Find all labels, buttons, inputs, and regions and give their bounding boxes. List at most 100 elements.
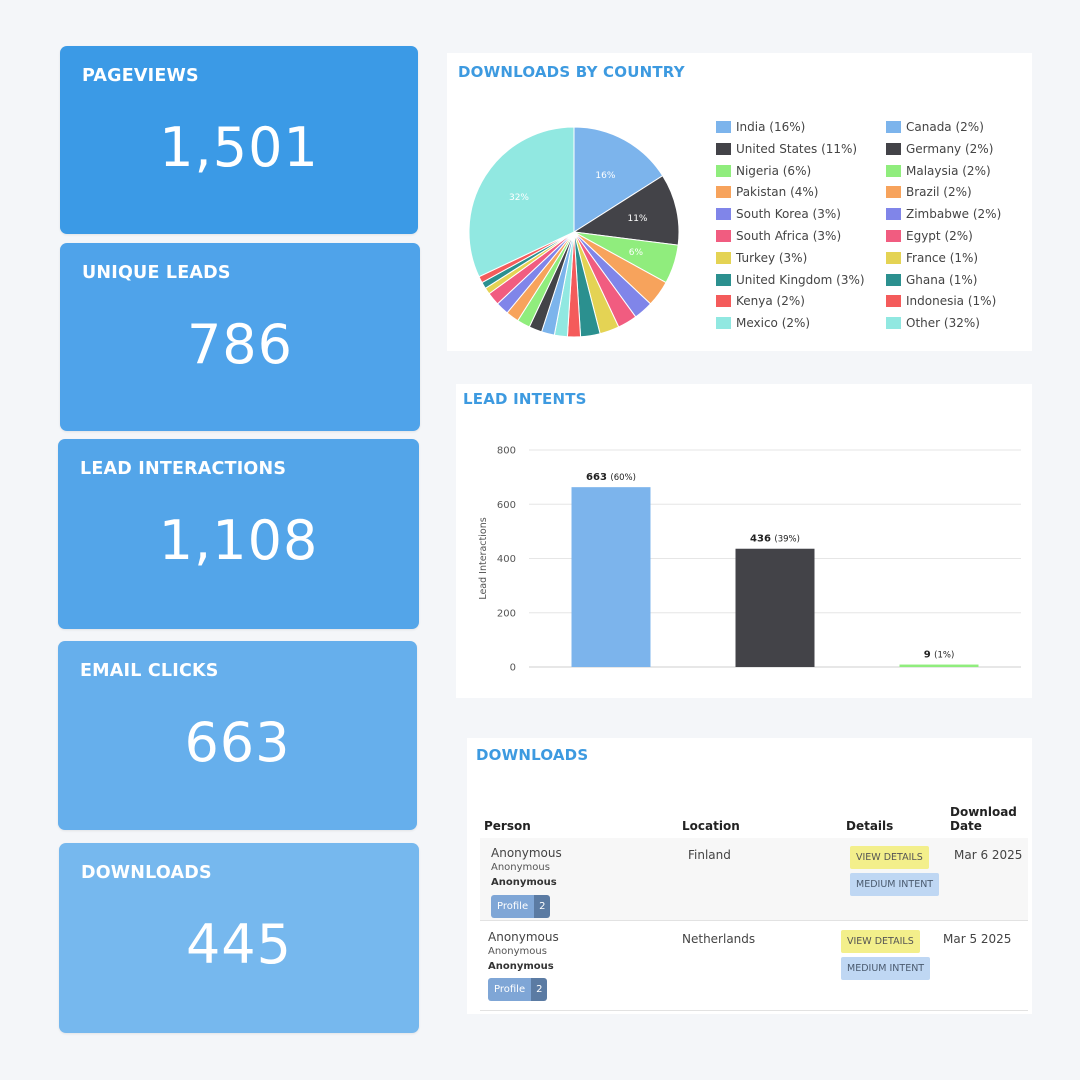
y-tick-label: 0 [510,663,516,674]
legend-item[interactable]: Indonesia (1%) [886,294,996,308]
legend-swatch [886,317,901,330]
person-company: Anonymous [491,877,557,888]
column-header-date-line1: Download [950,805,1017,819]
stat-value: 786 [186,313,294,376]
legend-item[interactable]: Brazil (2%) [886,185,972,199]
bar[interactable] [735,548,815,667]
stat-title: PAGEVIEWS [82,66,199,86]
person-subtitle: Anonymous [491,862,550,873]
legend-swatch [716,317,731,330]
legend-label: Malaysia (2%) [906,163,991,178]
profile-count: 2 [534,895,551,918]
legend-swatch [886,142,901,155]
download-date-cell: Mar 5 2025 [943,932,1012,946]
legend-item[interactable]: Ghana (1%) [886,273,977,287]
legend-item[interactable]: Germany (2%) [886,142,993,156]
bar-data-label: 9 (1%) [924,650,955,661]
legend-label: Germany (2%) [906,141,994,156]
legend-swatch [716,208,731,221]
legend-swatch [716,251,731,264]
bar[interactable] [571,487,651,667]
legend-label: Mexico (2%) [736,316,811,331]
legend-label: South Africa (3%) [736,229,842,243]
legend-item[interactable]: South Africa (3%) [716,229,841,243]
column-header-date-line2: Date [950,819,982,833]
pie-slice[interactable] [572,175,680,246]
table-row: Anonymous Anonymous Anonymous Profile 2 … [480,922,1028,1011]
legend-item[interactable]: South Korea (3%) [716,207,841,221]
panel-title: DOWNLOADS BY COUNTRY [458,63,685,81]
legend-label: Ghana (1%) [906,272,978,287]
legend-label: South Korea (3%) [736,207,841,222]
legend-swatch [716,164,731,177]
stat-card-downloads: DOWNLOADS 445 [59,843,419,1033]
pie-slice-label: 11% [627,214,647,224]
legend-swatch [716,186,731,199]
legend-label: United States (11%) [736,141,858,156]
lead-intents-bar-chart: 0 200 400 600 800 Lead Interactions 663 (60%) 4… [478,446,1021,674]
stat-value: 445 [185,913,293,976]
legend-label: Turkey (3%) [736,250,808,265]
legend-label: Nigeria (6%) [736,163,812,178]
legend-item[interactable]: Zimbabwe (2%) [886,207,1001,221]
stat-card-pageviews: PAGEVIEWS 1,501 [60,46,418,234]
pie-slice-label: 32% [509,193,529,203]
pie-slice-label: 16% [595,171,615,181]
bar[interactable] [899,664,979,667]
legend-label: France (1%) [906,250,979,265]
legend-item[interactable]: Pakistan (4%) [716,185,818,199]
column-header-location[interactable]: Location [682,819,740,833]
stat-title: UNIQUE LEADS [82,263,231,283]
legend-label: Pakistan (4%) [736,185,819,200]
view-details-button[interactable]: VIEW DETAILS [850,846,929,869]
column-header-download-date[interactable]: Download Date [950,805,1017,833]
legend-swatch [716,121,731,133]
stat-title: LEAD INTERACTIONS [80,459,287,479]
legend-item[interactable]: Turkey (3%) [716,251,807,265]
legend-item[interactable]: India (16%) [716,120,805,134]
profile-button[interactable]: Profile 2 [488,978,548,1001]
legend-item[interactable]: Malaysia (2%) [886,164,991,178]
legend-item[interactable]: United States (11%) [716,142,857,156]
intent-badge: MEDIUM INTENT [850,873,940,896]
view-details-button[interactable]: VIEW DETAILS [841,930,920,953]
legend-label: Brazil (2%) [906,185,972,200]
legend-item[interactable]: United Kingdom (3%) [716,273,865,287]
legend-label: India (16%) [736,120,806,134]
legend-item[interactable]: Mexico (2%) [716,316,810,330]
pie-slice-label: 6% [629,248,644,258]
profile-button[interactable]: Profile 2 [491,895,551,918]
stat-card-lead-interactions: LEAD INTERACTIONS 1,108 [58,439,419,629]
legend-item[interactable]: Kenya (2%) [716,294,805,308]
pie-slice[interactable] [573,126,664,233]
legend-label: Indonesia (1%) [906,294,997,309]
stat-value: 663 [184,711,291,774]
legend-swatch [716,230,731,242]
legend-label: Kenya (2%) [736,294,805,309]
legend-swatch [716,273,731,286]
pie-slice[interactable] [468,126,575,278]
legend-swatch [716,142,731,155]
column-header-details[interactable]: Details [846,819,894,833]
y-tick-label: 200 [497,608,516,619]
y-tick-label: 400 [497,554,516,565]
stat-card-unique-leads: UNIQUE LEADS 786 [60,243,420,431]
legend-label: United Kingdom (3%) [736,272,865,287]
legend-item[interactable]: Other (32%) [886,316,980,330]
person-name: Anonymous [488,930,559,944]
legend-item[interactable]: France (1%) [886,251,978,265]
legend-label: Other (32%) [906,316,980,331]
legend-item[interactable]: Canada (2%) [886,120,984,134]
legend-swatch [886,295,901,308]
legend-swatch [886,230,901,242]
legend-swatch [886,186,901,199]
legend-item[interactable]: Egypt (2%) [886,229,973,243]
download-date-cell: Mar 6 2025 [954,848,1023,862]
person-subtitle: Anonymous [488,946,547,957]
column-header-person[interactable]: Person [484,819,531,833]
stat-value: 1,501 [159,116,319,179]
profile-label: Profile [488,978,532,1001]
intent-badge: MEDIUM INTENT [841,957,931,980]
bar-data-label: 436 (39%) [750,534,800,545]
legend-item[interactable]: Nigeria (6%) [716,164,811,178]
